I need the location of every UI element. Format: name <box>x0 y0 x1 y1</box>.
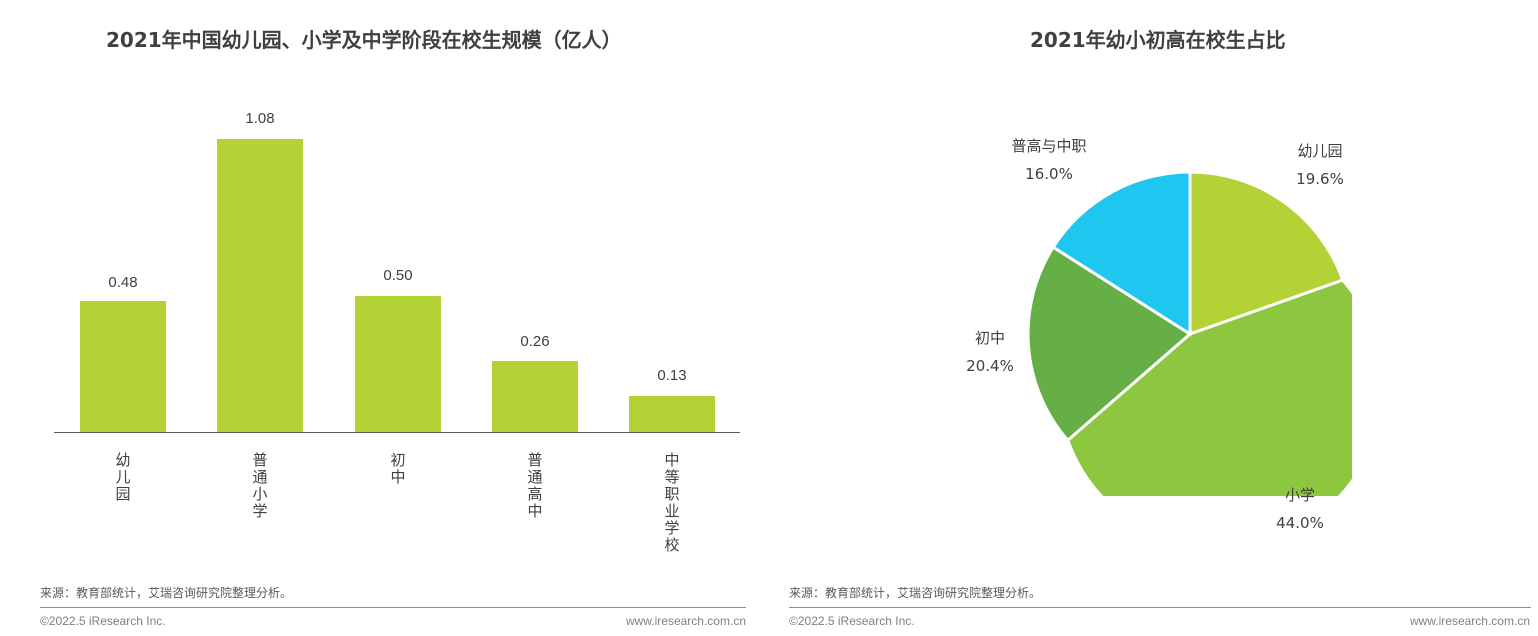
website-link[interactable]: www.iresearch.com.cn <box>1409 614 1530 628</box>
slice-name: 幼儿园 <box>1297 142 1343 160</box>
bar-vocational <box>629 396 715 432</box>
bar-value-label: 0.13 <box>657 367 687 384</box>
pie-label-primary: 小学 44.0% <box>1260 481 1340 537</box>
slice-name: 小学 <box>1284 486 1315 504</box>
slice-name: 初中 <box>974 329 1005 347</box>
source-note: 来源：教育部统计，艾瑞咨询研究院整理分析。 <box>40 586 293 600</box>
category-label: 普通高中 <box>527 451 543 520</box>
bar-value-label: 0.50 <box>383 267 413 284</box>
pie-chart-title: 2021年幼小初高在校生占比 <box>1030 28 1286 52</box>
footer-divider <box>789 607 1531 608</box>
bar-chart-title: 2021年中国幼儿园、小学及中学阶段在校生规模（亿人） <box>106 28 622 52</box>
pie-slice-senior-vocational <box>1051 172 1192 337</box>
x-axis-line <box>54 432 740 433</box>
bar-value-label: 0.48 <box>108 274 138 291</box>
category-label: 中等职业学校 <box>664 451 680 554</box>
slice-name: 普高与中职 <box>1011 137 1087 155</box>
pie-label-kindergarten: 幼儿园 19.6% <box>1280 137 1360 193</box>
copyright: ©2022.5 iResearch Inc. <box>40 614 166 628</box>
bar-senior-high <box>492 361 578 432</box>
pie-chart <box>1028 172 1352 496</box>
bar-chart-panel: 2021年中国幼儿园、小学及中学阶段在校生规模（亿人） 0.48 1.08 0.… <box>40 28 746 628</box>
category-label: 幼儿园 <box>115 451 131 503</box>
website-link[interactable]: www.iresearch.com.cn <box>625 614 746 628</box>
source-note: 来源：教育部统计，艾瑞咨询研究院整理分析。 <box>789 586 1042 600</box>
category-label: 初中 <box>390 451 406 486</box>
slice-pct: 16.0% <box>1025 165 1073 183</box>
slice-pct: 44.0% <box>1276 514 1324 532</box>
bar-kindergarten <box>80 301 166 432</box>
footer-divider <box>40 607 746 608</box>
bar-value-label: 0.26 <box>520 333 550 350</box>
pie-label-senior-vocational: 普高与中职 16.0% <box>999 132 1099 188</box>
pie-chart-panel: 2021年幼小初高在校生占比 幼儿园 19.6% 小学 44.0% 初中 20.… <box>769 0 1538 636</box>
category-label: 普通小学 <box>252 451 268 520</box>
bar-value-label: 1.08 <box>245 110 275 127</box>
bar-primary-school <box>217 139 303 432</box>
pie-label-junior-high: 初中 20.4% <box>950 324 1030 380</box>
pie-slice-junior-high <box>1028 245 1193 443</box>
slice-pct: 19.6% <box>1296 170 1344 188</box>
pie-slice-primary <box>1066 278 1352 496</box>
slice-pct: 20.4% <box>966 357 1014 375</box>
bar-junior-high <box>355 296 441 432</box>
copyright: ©2022.5 iResearch Inc. <box>789 614 915 628</box>
